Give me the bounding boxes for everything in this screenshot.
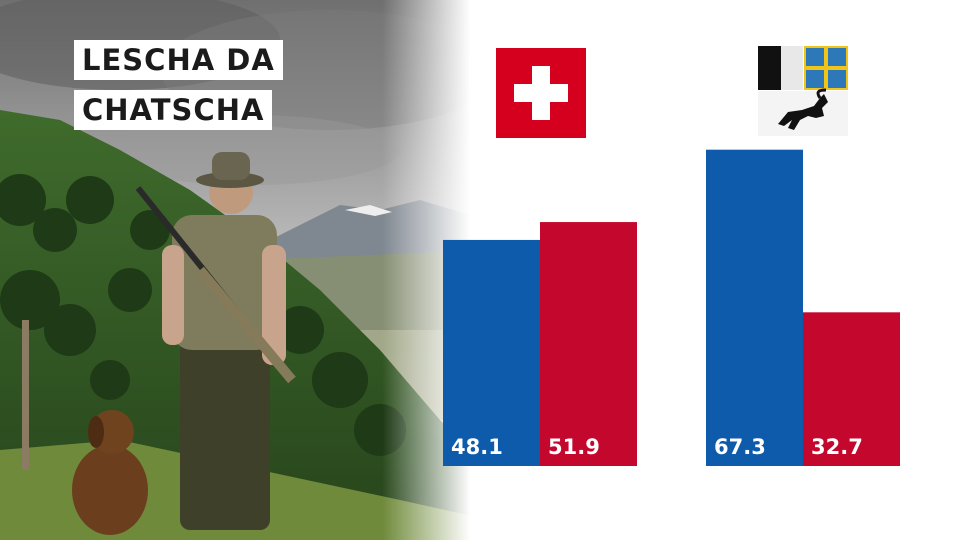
swiss-no-value-label: 51.9 — [548, 435, 600, 459]
swiss-flag-icon — [496, 48, 586, 138]
graubuenden-coat-of-arms-icon — [758, 46, 848, 136]
swiss-yes-value-label: 48.1 — [451, 435, 503, 459]
graubuenden-no-bar — [803, 312, 900, 466]
graubuenden-no-value-label: 32.7 — [811, 435, 863, 459]
graubuenden-yes-bar — [706, 149, 803, 466]
graubuenden-yes-value-label: 67.3 — [714, 435, 766, 459]
title-line-1: LESCHA DA — [74, 40, 283, 80]
title-line-2: CHATSCHA — [74, 90, 273, 130]
swiss-yes-bar — [443, 239, 540, 466]
swiss-no-bar — [540, 222, 637, 466]
